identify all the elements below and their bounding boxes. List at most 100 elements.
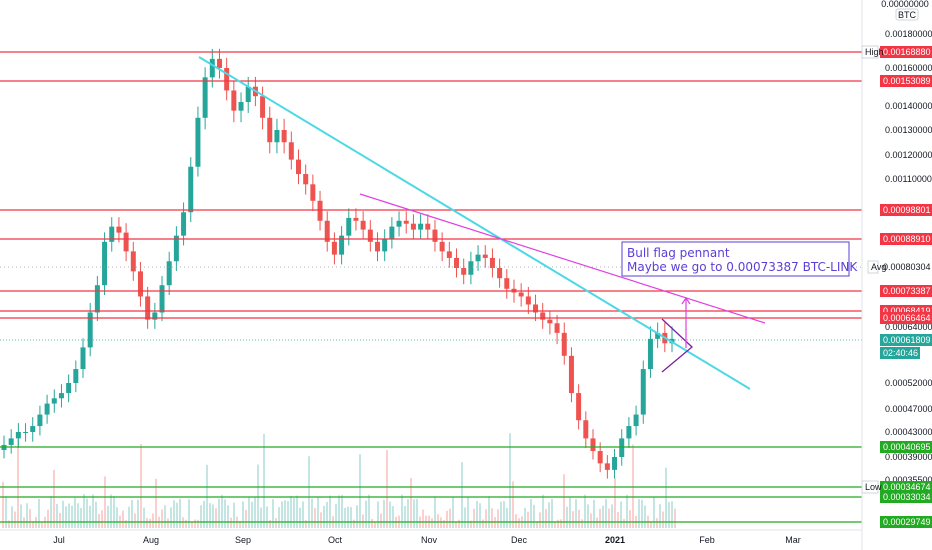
candle-body: [231, 90, 237, 111]
candle-body: [145, 296, 151, 320]
volume-bar: [71, 505, 73, 528]
candle-body: [382, 238, 388, 252]
volume-bar: [488, 496, 490, 528]
volume-bar: [320, 512, 322, 528]
volume-bar: [443, 520, 445, 528]
volume-bar: [632, 444, 634, 528]
candle-body: [94, 285, 100, 313]
volume-bar: [131, 500, 133, 528]
volume-bar: [605, 498, 607, 528]
volume-bar: [401, 494, 403, 528]
candle-body: [137, 271, 143, 297]
time-axis[interactable]: Jul Aug Sep Oct Nov Dec 2021 Feb Mar: [0, 529, 862, 545]
unit-badge[interactable]: [895, 8, 919, 21]
volume-bar: [656, 518, 658, 528]
candle-body: [461, 268, 467, 275]
volume-bar: [245, 509, 247, 528]
volume-bar: [623, 518, 625, 528]
volume-bar: [227, 505, 229, 528]
candle-body: [102, 241, 108, 286]
volume-bar: [281, 501, 283, 528]
volume-bar: [125, 520, 127, 528]
candle-body: [518, 292, 524, 297]
volume-bar: [41, 521, 43, 528]
x-tick-label: 2021: [605, 535, 625, 545]
current-price-tag[interactable]: [880, 334, 932, 346]
volume-bar: [542, 494, 544, 528]
target-arrow-head: [681, 296, 691, 305]
volume-bar: [458, 519, 460, 528]
pennant-shape[interactable]: [661, 318, 693, 373]
candles: [1, 48, 675, 479]
level-price-tag: [880, 481, 932, 493]
volume-bar: [146, 518, 148, 528]
marker-label-box: [861, 480, 879, 494]
y-tick-label: 0.00052000: [885, 378, 932, 388]
volume-bar: [491, 508, 493, 528]
volume-bar: [14, 511, 16, 528]
volume-bar: [47, 509, 49, 528]
volume-bar: [272, 499, 274, 528]
volume-bar: [593, 499, 595, 528]
candle-body: [655, 332, 661, 339]
candle-body: [576, 393, 582, 421]
volume-bar: [26, 503, 28, 528]
volume-bar: [155, 478, 157, 528]
level-price-tag-label: 0.00068419: [883, 306, 931, 316]
y-tick-label: 0.00047000: [885, 404, 932, 414]
candle-body: [116, 226, 122, 233]
volume-bar: [8, 520, 10, 528]
candle-body: [482, 254, 488, 258]
candle-body: [310, 184, 316, 201]
candle-body: [410, 223, 416, 230]
x-tick-label: Feb: [699, 535, 715, 545]
volume-bar: [557, 519, 559, 528]
volume-bar: [176, 502, 178, 528]
annotation-frame[interactable]: [621, 241, 850, 277]
resistance-line[interactable]: [359, 193, 766, 324]
volume-bar: [440, 517, 442, 528]
candle-body: [159, 285, 165, 313]
volume-bar: [110, 494, 112, 528]
volume-bar: [134, 513, 136, 528]
volume-bar: [344, 507, 346, 528]
volume-bar: [560, 519, 562, 528]
volume-bar: [590, 513, 592, 528]
drawings[interactable]: [198, 56, 766, 390]
volume-bar: [221, 494, 223, 528]
volume-bar: [149, 518, 151, 528]
candle-body: [604, 463, 610, 470]
volume-bar: [578, 509, 580, 528]
candle-body: [216, 58, 222, 68]
current-price-value: 0.00061809: [883, 335, 931, 345]
candle-body: [295, 159, 301, 175]
volume-bar: [257, 464, 259, 528]
volume-bar: [659, 504, 661, 528]
volume-bar: [431, 518, 433, 528]
marker-label: Low: [865, 482, 882, 492]
volume-bar: [11, 506, 13, 528]
x-tick-label: Oct: [328, 535, 343, 545]
volume-bar: [371, 519, 373, 528]
level-price-tag: [880, 204, 932, 216]
volume-bar: [152, 513, 154, 528]
volume-bar: [326, 501, 328, 528]
volume-bar: [572, 511, 574, 528]
volume-bar: [53, 469, 55, 528]
unit-badge-label: BTC: [898, 10, 917, 20]
candle-body: [281, 130, 287, 143]
volume-bar: [548, 502, 550, 528]
downtrend-line[interactable]: [198, 56, 751, 390]
candle-body: [37, 414, 43, 427]
y-tick-label: 0.00110000: [885, 174, 932, 184]
volume-bar: [551, 498, 553, 528]
candle-body: [468, 261, 474, 275]
volume-bar: [626, 494, 628, 528]
volume-bar: [173, 500, 175, 528]
candle-body: [504, 278, 510, 289]
volume-bar: [422, 509, 424, 528]
volume-bar: [188, 499, 190, 528]
